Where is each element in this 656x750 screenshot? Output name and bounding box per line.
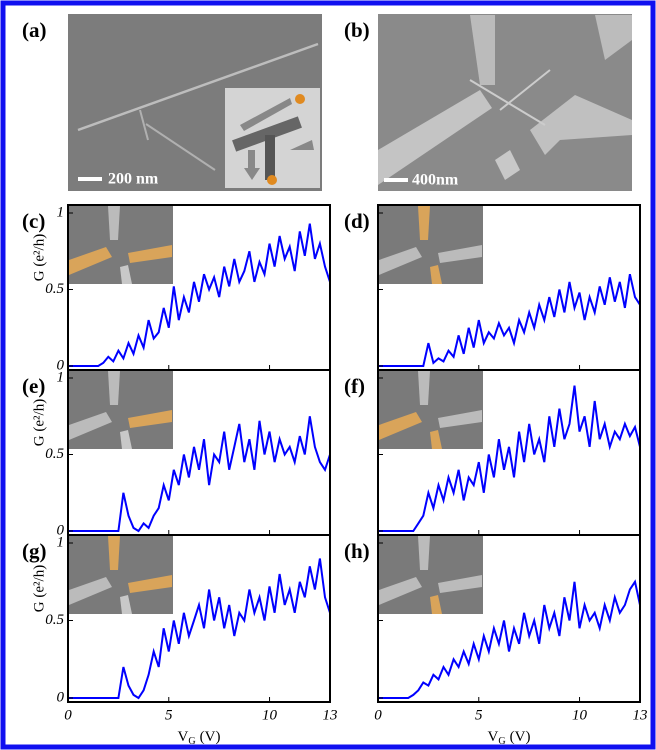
x-axis-label: VG (V) bbox=[178, 729, 221, 747]
x-axis-label-sub: G bbox=[498, 736, 505, 747]
inset-electrode bbox=[108, 371, 120, 405]
figure: (a) 200 nm (b) 400nm (c) 0 0.5 1 G (e²/h) (d)… bbox=[0, 0, 656, 750]
panel-label: (d) bbox=[344, 209, 370, 233]
x-tick-label: 0 bbox=[64, 707, 72, 723]
y-tick-label: 0.5 bbox=[45, 281, 64, 297]
inset-image bbox=[69, 371, 173, 449]
sem-image-a bbox=[68, 14, 322, 191]
x-tick-label: 5 bbox=[165, 707, 173, 723]
panel-label: (e) bbox=[22, 374, 45, 398]
x-tick-label: 13 bbox=[323, 707, 338, 723]
panel-label: (h) bbox=[344, 539, 370, 563]
x-tick-label: 5 bbox=[475, 707, 483, 723]
y-axis-label: G (e²/h) bbox=[31, 399, 47, 446]
inset-image bbox=[69, 536, 173, 614]
y-tick-label: 0.5 bbox=[45, 446, 64, 462]
inset-electrode bbox=[418, 536, 430, 570]
y-axis-label: G (e²/h) bbox=[31, 565, 47, 612]
x-axis-label-unit: (V) bbox=[200, 729, 221, 745]
scale-bar-label: 200 nm bbox=[108, 171, 159, 188]
x-axis-label-unit: (V) bbox=[510, 729, 531, 745]
y-tick-label: 1 bbox=[57, 369, 65, 385]
y-tick-label: 0.5 bbox=[45, 612, 64, 628]
panel-label: (f) bbox=[344, 374, 365, 398]
y-tick-label: 0 bbox=[57, 689, 65, 705]
inset-electrode bbox=[108, 206, 120, 240]
panel-label: (g) bbox=[22, 539, 47, 563]
sem-image-b bbox=[378, 14, 632, 191]
x-tick-label: 0 bbox=[374, 707, 382, 723]
x-tick-label: 10 bbox=[262, 707, 278, 723]
scale-bar-label: 400nm bbox=[412, 172, 459, 189]
inset-image bbox=[379, 536, 483, 614]
inset-image bbox=[379, 206, 483, 284]
y-tick-label: 1 bbox=[57, 534, 65, 550]
x-axis-label-sub: G bbox=[188, 736, 195, 747]
x-tick-label: 13 bbox=[633, 707, 648, 723]
panel-label: (c) bbox=[22, 209, 45, 233]
y-axis-label: G (e²/h) bbox=[31, 234, 47, 281]
inset-electrode bbox=[418, 371, 430, 405]
panel-label: (b) bbox=[344, 18, 370, 42]
x-axis-label: VG (V) bbox=[488, 729, 531, 747]
x-tick-label: 10 bbox=[572, 707, 588, 723]
x-axis-label-main: V bbox=[178, 729, 189, 745]
inset-electrode bbox=[418, 206, 430, 240]
inset-image bbox=[69, 206, 173, 284]
y-tick-label: 1 bbox=[57, 204, 65, 220]
x-axis-label-main: V bbox=[488, 729, 499, 745]
inset-electrode bbox=[108, 536, 120, 570]
panel-label: (a) bbox=[22, 18, 47, 42]
inset-image bbox=[379, 371, 483, 449]
